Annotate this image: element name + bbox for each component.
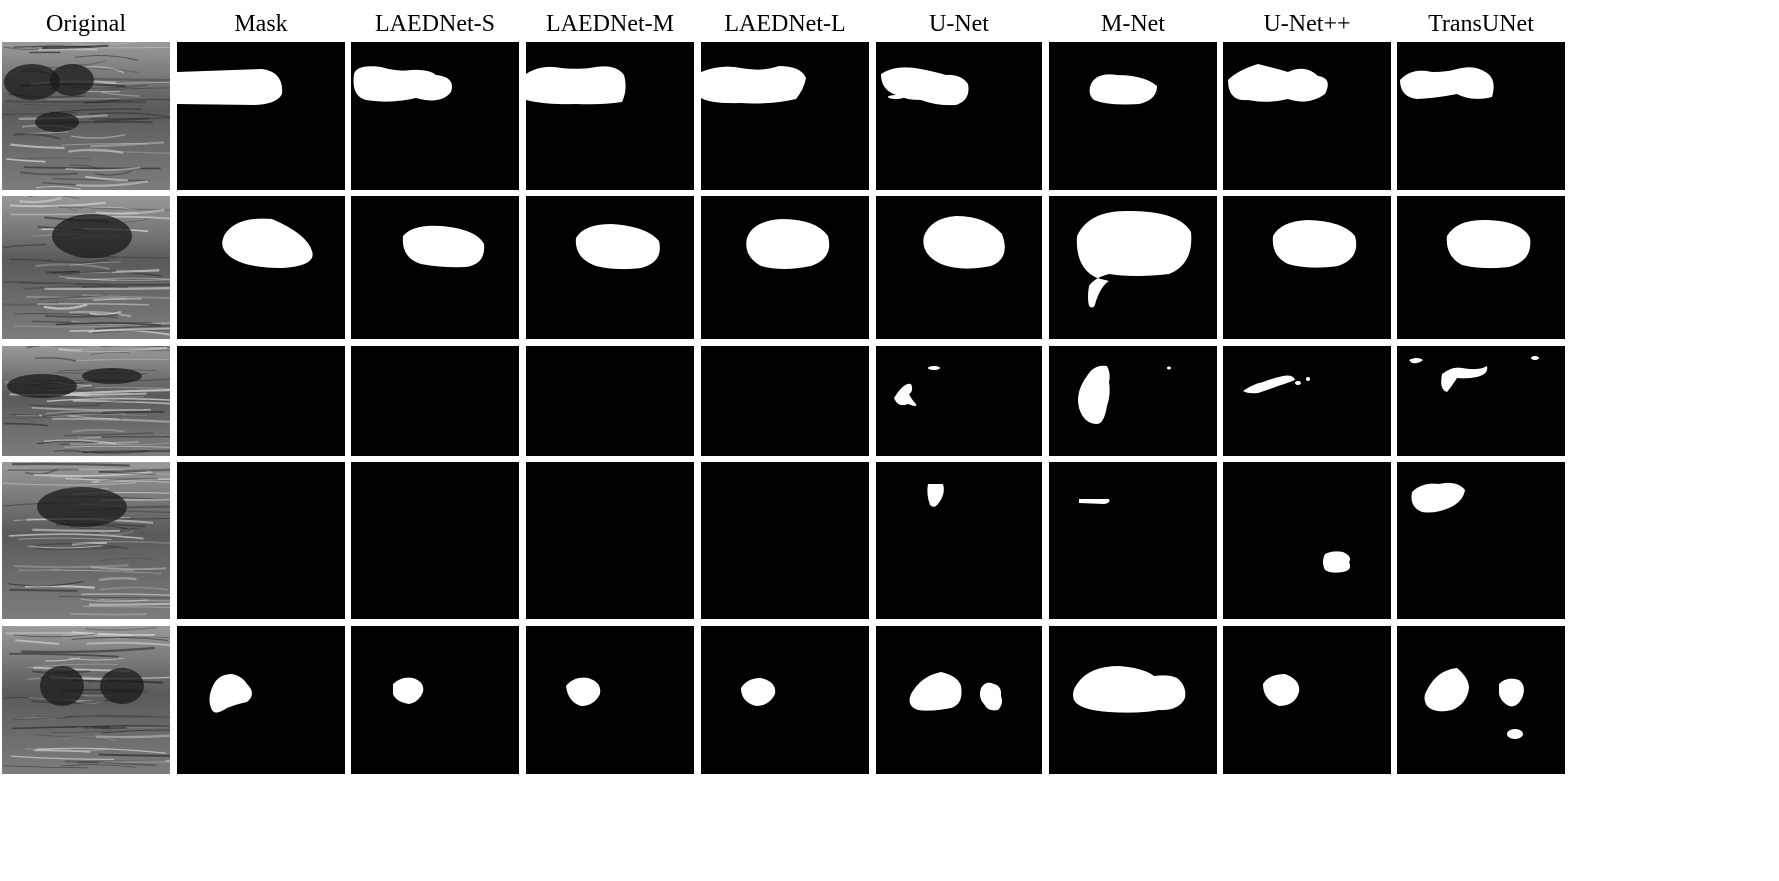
mask-laednet-s-row-2 xyxy=(351,196,519,339)
column-header-u-net: U-Net xyxy=(929,11,989,37)
segmentation-region xyxy=(1411,482,1465,513)
column-header-transunet: TransUNet xyxy=(1428,11,1534,37)
mask-u-net-row-4 xyxy=(1223,462,1391,619)
mask-m-net-row-1 xyxy=(1049,42,1217,190)
segmentation-region xyxy=(1272,220,1357,268)
segmentation-region xyxy=(888,95,904,99)
segmentation-region xyxy=(1446,219,1531,269)
mask-laednet-s-row-1 xyxy=(351,42,519,190)
segmentation-region xyxy=(177,69,283,105)
mask-transunet-row-5 xyxy=(1397,626,1565,774)
mask-m-net-row-2 xyxy=(1049,196,1217,339)
mask-u-net-row-5 xyxy=(1223,626,1391,774)
segmentation-region xyxy=(1409,358,1423,364)
mask-laednet-m-row-4 xyxy=(526,462,694,619)
mask-u-net-row-1 xyxy=(1223,42,1391,190)
mask-mask-row-4 xyxy=(177,462,345,619)
mask-mask-row-5 xyxy=(177,626,345,774)
segmentation-region xyxy=(353,66,452,102)
mask-u-net-row-4 xyxy=(876,462,1042,619)
mask-laednet-s-row-3 xyxy=(351,346,519,456)
mask-mask-row-3 xyxy=(177,346,345,456)
mask-laednet-m-row-2 xyxy=(526,196,694,339)
original-image-row-1 xyxy=(2,42,170,190)
segmentation-region xyxy=(1441,366,1488,392)
segmentation-region xyxy=(1167,366,1171,370)
column-header-original: Original xyxy=(46,11,126,37)
original-image-row-4 xyxy=(2,462,170,619)
mask-laednet-m-row-3 xyxy=(526,346,694,456)
segmentation-region xyxy=(1306,377,1310,381)
mask-transunet-row-2 xyxy=(1397,196,1565,339)
mask-u-net-row-2 xyxy=(876,196,1042,339)
segmentation-region xyxy=(526,66,626,105)
mask-laednet-s-row-5 xyxy=(351,626,519,774)
mask-m-net-row-3 xyxy=(1049,346,1217,456)
segmentation-region xyxy=(1323,551,1351,573)
mask-u-net-row-1 xyxy=(876,42,1042,190)
segmentation-region xyxy=(881,67,969,106)
segmentation-region xyxy=(1073,666,1186,713)
segmentation-region xyxy=(222,218,313,268)
segmentation-region xyxy=(746,219,830,269)
segmentation-region xyxy=(566,677,601,706)
mask-m-net-row-4 xyxy=(1049,462,1217,619)
segmentation-region xyxy=(928,366,940,370)
original-image-row-5 xyxy=(2,626,170,774)
mask-mask-row-1 xyxy=(177,42,345,190)
segmentation-region xyxy=(701,66,806,104)
segmentation-region xyxy=(741,678,776,706)
segmentation-region xyxy=(1079,499,1110,504)
segmentation-region xyxy=(923,216,1005,269)
mask-laednet-l-row-3 xyxy=(701,346,869,456)
mask-laednet-l-row-4 xyxy=(701,462,869,619)
column-header-m-net: M-Net xyxy=(1101,11,1165,37)
segmentation-region xyxy=(1228,64,1328,102)
mask-laednet-m-row-5 xyxy=(526,626,694,774)
segmentation-region xyxy=(927,484,944,507)
segmentation-region xyxy=(1295,381,1301,385)
column-header-laednet-s: LAEDNet-S xyxy=(375,11,495,37)
original-image-row-3 xyxy=(2,346,170,456)
column-header-laednet-l: LAEDNet-L xyxy=(724,11,846,37)
segmentation-region xyxy=(1076,210,1192,308)
column-header-u-net: U-Net++ xyxy=(1263,11,1351,37)
segmentation-region xyxy=(1263,674,1300,706)
mask-laednet-m-row-1 xyxy=(526,42,694,190)
segmentation-region xyxy=(909,672,962,711)
mask-u-net-row-2 xyxy=(1223,196,1391,339)
segmentation-region xyxy=(209,674,252,713)
column-header-mask: Mask xyxy=(234,11,288,37)
original-image-row-2 xyxy=(2,196,170,339)
mask-transunet-row-1 xyxy=(1397,42,1565,190)
mask-transunet-row-4 xyxy=(1397,462,1565,619)
segmentation-region xyxy=(1089,74,1157,105)
mask-transunet-row-3 xyxy=(1397,346,1565,456)
segmentation-region xyxy=(1499,678,1524,707)
mask-u-net-row-5 xyxy=(876,626,1042,774)
segmentation-region xyxy=(1531,356,1539,360)
segmentation-region xyxy=(894,383,917,406)
mask-mask-row-2 xyxy=(177,196,345,339)
mask-m-net-row-5 xyxy=(1049,626,1217,774)
mask-laednet-l-row-2 xyxy=(701,196,869,339)
mask-u-net-row-3 xyxy=(876,346,1042,456)
segmentation-region xyxy=(1400,67,1494,99)
segmentation-region xyxy=(402,225,485,268)
segmentation-region xyxy=(980,682,1002,711)
segmentation-region xyxy=(1507,729,1523,739)
mask-laednet-l-row-1 xyxy=(701,42,869,190)
column-header-laednet-m: LAEDNet-M xyxy=(546,11,674,37)
segmentation-region xyxy=(1078,365,1110,424)
mask-laednet-l-row-5 xyxy=(701,626,869,774)
mask-u-net-row-3 xyxy=(1223,346,1391,456)
segmentation-region xyxy=(393,677,424,704)
segmentation-region xyxy=(1243,375,1295,394)
segmentation-region xyxy=(1424,668,1469,712)
segmentation-region xyxy=(575,224,660,270)
mask-laednet-s-row-4 xyxy=(351,462,519,619)
